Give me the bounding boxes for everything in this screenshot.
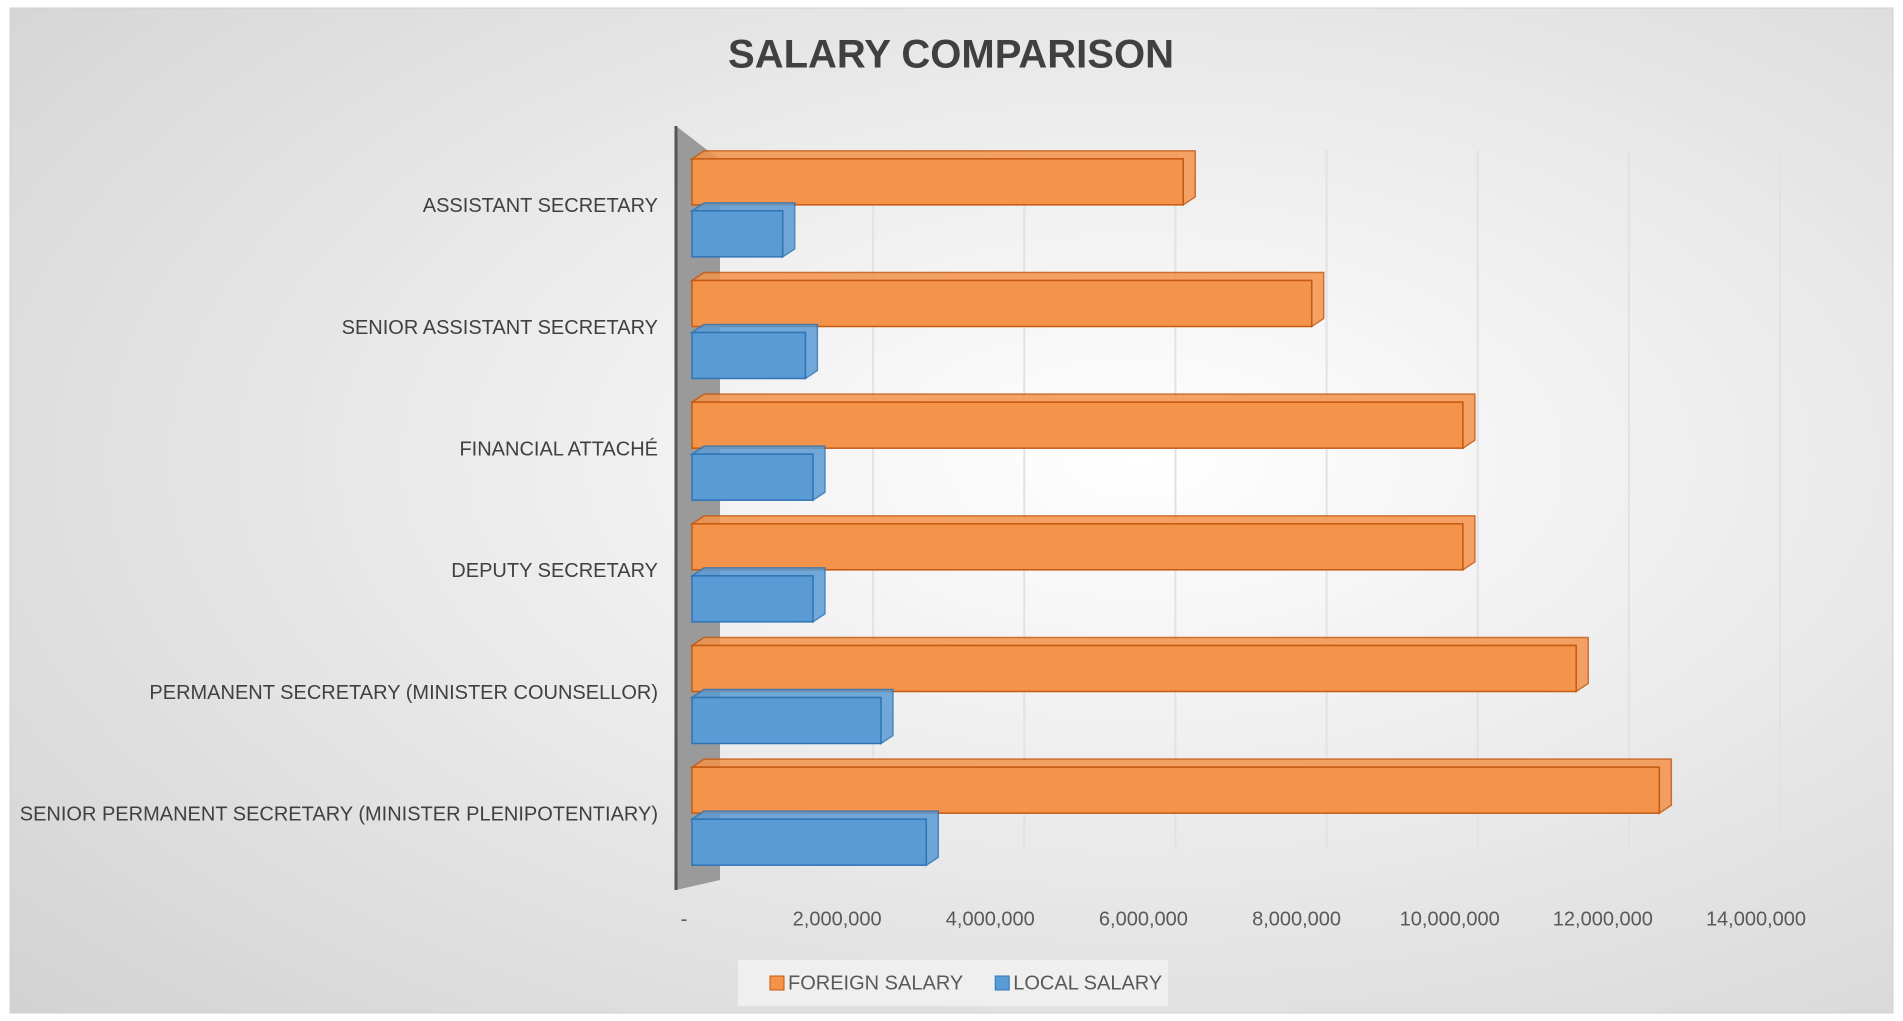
x-tick-label: 14,000,000: [1706, 908, 1806, 930]
bar: [691, 575, 814, 623]
bar: [691, 644, 1577, 693]
y-tick-label: ASSISTANT SECRETARY: [423, 195, 658, 217]
legend-box: [738, 960, 1168, 1006]
bar: [691, 279, 1313, 328]
bar: [691, 766, 1661, 814]
x-tick-label: 6,000,000: [1099, 908, 1188, 930]
y-tick-label: SENIOR PERMANENT SECRETARY (MINISTER PLE…: [20, 803, 658, 825]
legend-swatch: [769, 975, 785, 991]
x-tick-label: 8,000,000: [1252, 908, 1341, 930]
y-tick-label: PERMANENT SECRETARY (MINISTER COUNSELLOR…: [149, 682, 658, 704]
bar: [691, 453, 814, 501]
bar: [691, 401, 1464, 449]
chart-title: SALARY COMPARISON: [728, 33, 1174, 77]
x-tick-label: 4,000,000: [946, 908, 1035, 930]
bar: [691, 696, 882, 745]
bar: [691, 158, 1184, 206]
x-tick-label: 2,000,000: [793, 908, 882, 930]
legend-swatch: [994, 975, 1010, 991]
legend-label: FOREIGN SALARY: [788, 972, 963, 994]
bar: [691, 523, 1464, 571]
x-tick-label: 10,000,000: [1400, 908, 1500, 930]
bar: [691, 818, 928, 866]
bar: [691, 331, 807, 380]
y-tick-label: DEPUTY SECRETARY: [451, 560, 658, 582]
bar: [691, 210, 784, 258]
y-tick-label: SENIOR ASSISTANT SECRETARY: [342, 317, 658, 339]
x-tick-label: 12,000,000: [1553, 908, 1653, 930]
legend-label: LOCAL SALARY: [1013, 972, 1162, 994]
x-tick-label: -: [681, 908, 688, 930]
y-tick-label: FINANCIAL ATTACHÉ: [459, 437, 658, 460]
